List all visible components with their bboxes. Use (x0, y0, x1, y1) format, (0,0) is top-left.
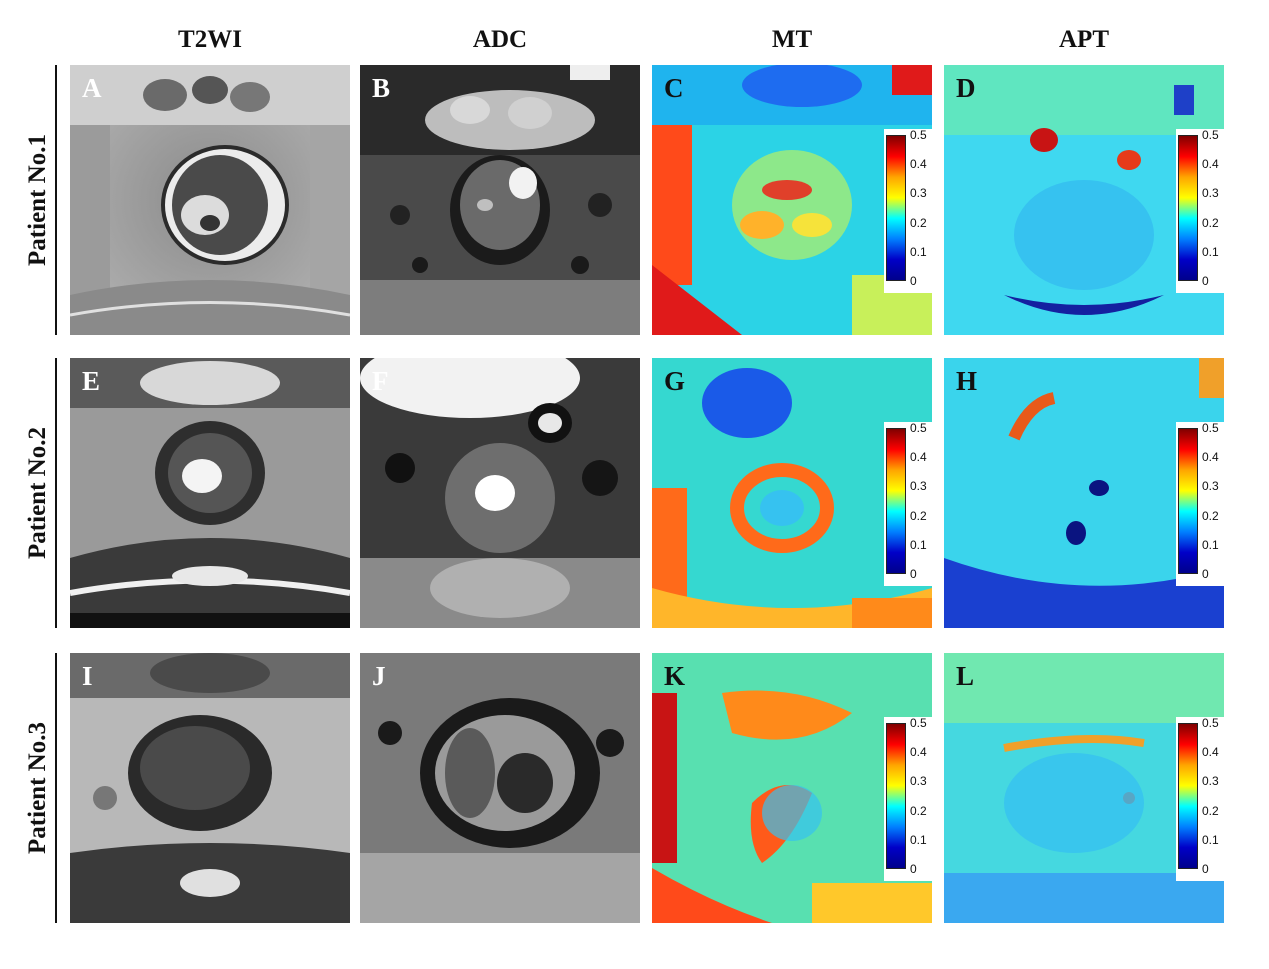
row-divider-2 (55, 358, 57, 628)
colorbar-apt-row3: 0.5 0.4 0.3 0.2 0.1 0 (1176, 717, 1224, 881)
colorbar-mt-row3: 0.5 0.4 0.3 0.2 0.1 0 (884, 717, 932, 881)
panel-d-apt-map: D 0.5 0.4 0.3 0.2 0.1 0 (944, 65, 1224, 335)
row-label-patient-3: Patient No.3 (24, 722, 52, 854)
panel-label-i: I (82, 661, 93, 691)
panel-g-mt-map: G 0.5 0.4 0.3 0.2 0.1 0 (652, 358, 932, 628)
panel-label-d: D (956, 73, 976, 103)
row-divider-3 (55, 653, 57, 923)
panel-label-a: A (82, 73, 102, 103)
panel-i-t2wi-image: I (70, 653, 350, 923)
panel-label-g: G (664, 366, 686, 396)
panel-j-adc-image: J (360, 653, 640, 923)
row-divider-1 (55, 65, 57, 335)
row-label-patient-2: Patient No.2 (24, 427, 52, 559)
panel-h-apt-map: H 0.5 0.4 0.3 0.2 0.1 0 (944, 358, 1224, 628)
panel-label-h: H (956, 366, 978, 396)
panel-label-j: J (372, 661, 386, 691)
panel-b-adc-image: B (360, 65, 640, 335)
panel-e-t2wi-image: E (70, 358, 350, 628)
panel-k-mt-map: K 0.5 0.4 0.3 0.2 0.1 0 (652, 653, 932, 923)
column-header-adc: ADC (472, 26, 528, 53)
panel-label-f: F (372, 366, 389, 396)
panel-label-k: K (664, 661, 686, 691)
panel-l-apt-map: L 0.5 0.4 0.3 0.2 0.1 0 (944, 653, 1224, 923)
column-header-t2wi: T2WI (178, 26, 242, 53)
panel-label-c: C (664, 73, 684, 103)
panel-f-adc-image: F (360, 358, 640, 628)
panel-label-b: B (372, 73, 391, 103)
colorbar-mt-row1: 0.5 0.4 0.3 0.2 0.1 0 (884, 129, 932, 293)
colorbar-apt-row1: 0.5 0.4 0.3 0.2 0.1 0 (1176, 129, 1224, 293)
colorbar-apt-row2: 0.5 0.4 0.3 0.2 0.1 0 (1176, 422, 1224, 586)
colorbar-mt-row2: 0.5 0.4 0.3 0.2 0.1 0 (884, 422, 932, 586)
panel-label-l: L (956, 661, 975, 691)
panel-label-e: E (82, 366, 101, 396)
panel-c-mt-map: C 0.5 0.4 0.3 0.2 0.1 0 (652, 65, 932, 335)
column-header-apt: APT (1059, 26, 1109, 53)
panel-a-t2wi-image: A (70, 65, 350, 335)
column-header-mt: MT (771, 26, 813, 53)
row-label-patient-1: Patient No.1 (24, 134, 52, 266)
